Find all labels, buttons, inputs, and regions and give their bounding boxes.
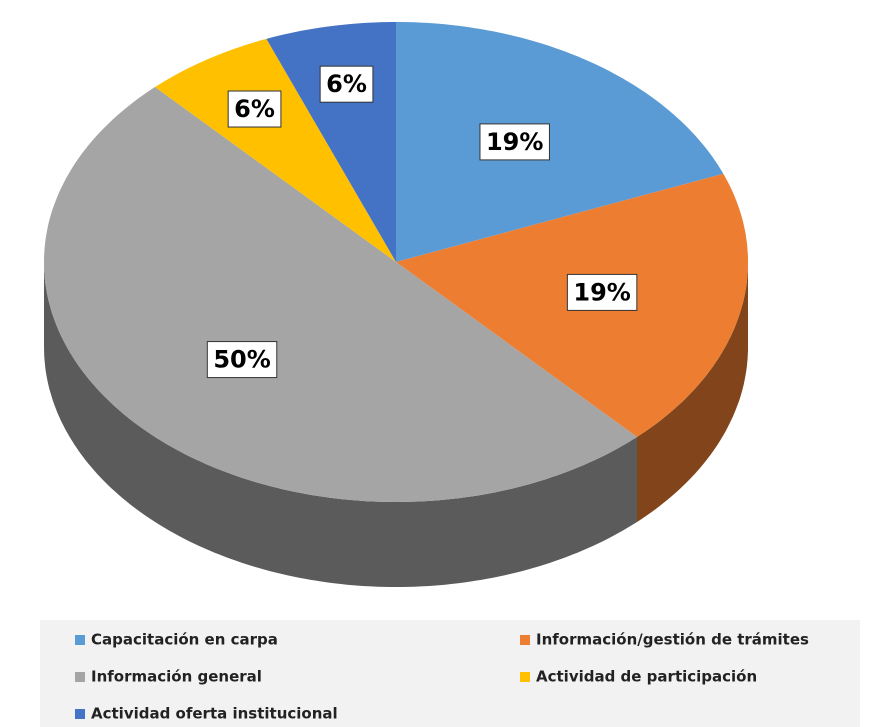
legend-label: Actividad de participación bbox=[536, 668, 757, 686]
slice bbox=[44, 87, 637, 502]
data-label: 6% bbox=[326, 70, 367, 98]
slice-side bbox=[637, 262, 748, 522]
slice bbox=[155, 38, 396, 263]
data-label: 19% bbox=[486, 128, 543, 156]
legend-swatch bbox=[75, 635, 85, 645]
data-label: 6% bbox=[234, 95, 275, 123]
data-label-box bbox=[227, 90, 282, 128]
data-label: 19% bbox=[573, 278, 630, 306]
legend-box bbox=[40, 620, 860, 727]
slice-side bbox=[44, 262, 637, 587]
legend-label: Capacitación en carpa bbox=[91, 631, 278, 649]
slice bbox=[396, 22, 724, 262]
legend-swatch bbox=[75, 709, 85, 719]
data-label-box bbox=[566, 273, 638, 311]
data-label-box bbox=[319, 65, 374, 103]
legend-label: Información/gestión de trámites bbox=[536, 631, 809, 649]
data-label-box bbox=[479, 123, 550, 161]
legend-label: Información general bbox=[91, 668, 262, 686]
data-label-box bbox=[206, 341, 278, 379]
data-label: 50% bbox=[213, 346, 270, 374]
legend-swatch bbox=[520, 635, 530, 645]
legend-label: Actividad oferta institucional bbox=[91, 705, 338, 723]
legend-swatch bbox=[520, 672, 530, 682]
legend-swatch bbox=[75, 672, 85, 682]
